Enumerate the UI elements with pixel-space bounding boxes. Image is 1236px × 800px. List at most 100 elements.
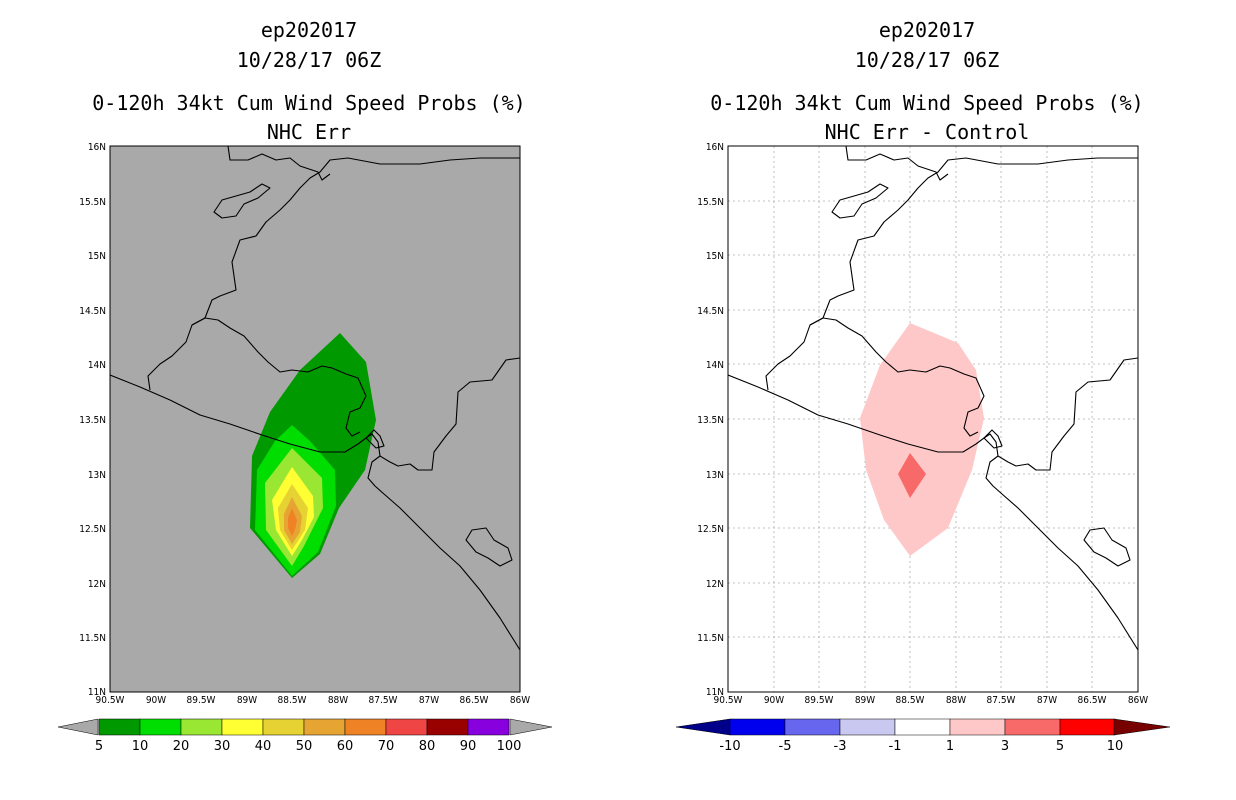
colorbar-label: 10	[1107, 739, 1124, 754]
contour-diff-1to3	[860, 323, 984, 556]
lat-label: 11N	[706, 687, 724, 698]
coastline-and-borders	[110, 146, 520, 651]
colorbar-labels: -10 -5 -3 -1 1 3 5 10	[719, 739, 1123, 754]
colorbar-cell	[180, 718, 223, 736]
colorbar-label: 3	[1001, 739, 1009, 754]
lon-label: 87W	[419, 695, 439, 706]
lon-label: 90W	[764, 695, 784, 706]
colorbar-label: 5	[95, 739, 103, 754]
lon-label: 86W	[510, 695, 530, 706]
lon-label: 89W	[237, 695, 257, 706]
colorbar-cell	[1059, 718, 1116, 736]
panel-title-storm: ep202017	[879, 18, 975, 42]
colorbar-cell	[98, 718, 141, 736]
lat-label: 16N	[88, 142, 106, 153]
colorbar-cell	[1004, 718, 1061, 736]
lat-axis-labels: 16N 15.5N 15N 14.5N 14N 13.5N 13N 12.5N …	[79, 142, 106, 698]
colorbar-label: -3	[834, 739, 847, 754]
lon-axis-labels: 90.5W 90W 89.5W 89W 88.5W 88W 87.5W 87W …	[714, 695, 1149, 706]
lon-label: 89.5W	[187, 695, 216, 706]
colorbar-label: 80	[419, 739, 436, 754]
colorbar-over-triangle	[1113, 718, 1171, 736]
panel-title-storm: ep202017	[261, 18, 357, 42]
colorbar-cells	[98, 718, 510, 736]
lat-label: 15.5N	[79, 197, 106, 208]
colorbar-under-triangle	[57, 718, 99, 736]
lon-label: 89.5W	[805, 695, 834, 706]
colorbar-label: 50	[296, 739, 313, 754]
lon-label: 88.5W	[896, 695, 925, 706]
wind-probability-difference-contours	[860, 323, 984, 556]
map-border	[109, 145, 521, 693]
colorbar-right: -10 -5 -3 -1 1 3 5 10	[675, 718, 1171, 754]
colorbar-cell	[894, 718, 951, 736]
colorbar-label: 1	[946, 739, 954, 754]
lon-label: 90.5W	[96, 695, 125, 706]
lon-label: 88.5W	[278, 695, 307, 706]
colorbar-label: 60	[337, 739, 354, 754]
colorbar-label: 70	[378, 739, 395, 754]
lon-label: 87W	[1037, 695, 1057, 706]
colorbar-label: 40	[255, 739, 272, 754]
lon-label: 87.5W	[987, 695, 1016, 706]
map-frame: 16N 15.5N 15N 14.5N 14N 13.5N 13N 12.5N …	[79, 142, 530, 706]
colorbar-label: 10	[132, 739, 149, 754]
colorbar-under-triangle	[675, 718, 731, 736]
lat-label: 12N	[88, 579, 106, 590]
lon-label: 88W	[328, 695, 348, 706]
colorbar-over-triangle	[509, 718, 553, 736]
panel-title-date: 10/28/17 06Z	[855, 48, 1000, 72]
lat-label: 13N	[706, 470, 724, 481]
lon-label: 88W	[946, 695, 966, 706]
lon-label: 89W	[855, 695, 875, 706]
lat-label: 12.5N	[697, 524, 724, 535]
lat-label: 12.5N	[79, 524, 106, 535]
lon-label: 87.5W	[369, 695, 398, 706]
colorbar-label: 5	[1056, 739, 1064, 754]
colorbar-label: 30	[214, 739, 231, 754]
colorbar-cell	[139, 718, 182, 736]
lat-label: 14.5N	[79, 306, 106, 317]
lon-label: 90.5W	[714, 695, 743, 706]
wind-probability-contours	[250, 333, 376, 578]
colorbar-label: -1	[889, 739, 902, 754]
lat-axis-labels: 16N 15.5N 15N 14.5N 14N 13.5N 13N 12.5N …	[697, 142, 724, 698]
panel-title-date: 10/28/17 06Z	[237, 48, 382, 72]
map-border	[727, 145, 1139, 693]
colorbar-label: 90	[460, 739, 477, 754]
colorbar-label: 100	[497, 739, 522, 754]
colorbar-cell	[303, 718, 346, 736]
contour-diff-3to5	[898, 453, 926, 498]
colorbar-label: 20	[173, 739, 190, 754]
lat-label: 11.5N	[697, 633, 724, 644]
colorbar-cell	[949, 718, 1006, 736]
lat-label: 11N	[88, 687, 106, 698]
map-frame: 16N 15.5N 15N 14.5N 14N 13.5N 13N 12.5N …	[697, 142, 1148, 706]
colorbar-cell	[385, 718, 428, 736]
grid-lines	[728, 146, 1138, 692]
colorbar-cell	[467, 718, 510, 736]
colorbar-cell	[784, 718, 841, 736]
lat-label: 13N	[88, 470, 106, 481]
colorbar-left: 5 10 20 30 40 50 60 70 80 90 100	[57, 718, 553, 754]
lon-label: 90W	[146, 695, 166, 706]
lat-label: 14N	[706, 360, 724, 371]
lat-label: 14.5N	[697, 306, 724, 317]
colorbar-cell	[221, 718, 264, 736]
left-map-panel: ep202017 10/28/17 06Z 0-120h 34kt Cum Wi…	[57, 18, 553, 754]
lon-label: 86.5W	[460, 695, 489, 706]
colorbar-cell	[839, 718, 896, 736]
lat-label: 16N	[706, 142, 724, 153]
panel-title-variant: NHC Err - Control	[825, 120, 1030, 144]
lon-label: 86W	[1128, 695, 1148, 706]
lat-label: 11.5N	[79, 633, 106, 644]
colorbar-cells	[729, 718, 1116, 736]
colorbar-labels: 5 10 20 30 40 50 60 70 80 90 100	[95, 739, 522, 754]
coastline-and-borders	[728, 146, 1138, 651]
lat-label: 15N	[706, 251, 724, 262]
panel-title-product: 0-120h 34kt Cum Wind Speed Probs (%)	[92, 91, 525, 115]
panel-title-variant: NHC Err	[267, 120, 351, 144]
colorbar-cell	[729, 718, 786, 736]
lat-label: 12N	[706, 579, 724, 590]
colorbar-cell	[262, 718, 305, 736]
